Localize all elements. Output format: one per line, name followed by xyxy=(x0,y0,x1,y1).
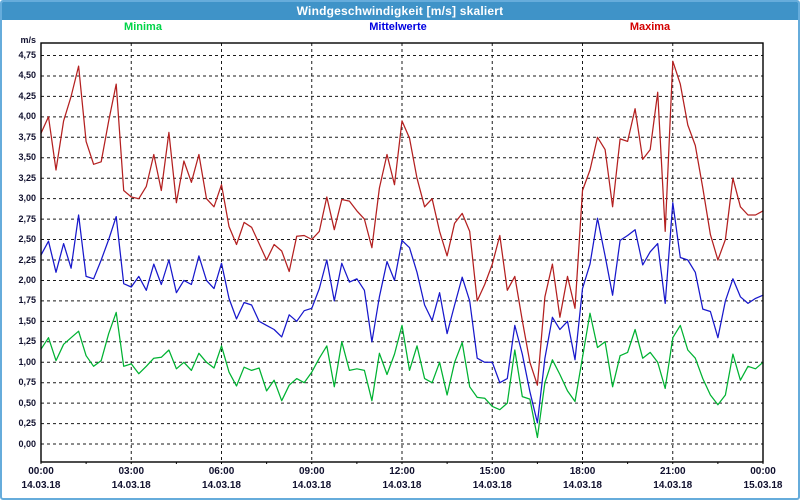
series-line-minima xyxy=(40,311,764,439)
y-axis-tick-label: 2,00 xyxy=(18,274,36,285)
y-axis-tick-label: 4,00 xyxy=(18,111,36,122)
x-axis-time-label: 18:00 xyxy=(569,466,596,477)
y-axis-tick-label: 0,50 xyxy=(18,397,36,408)
legend-maxima-label: Maxima xyxy=(629,21,671,33)
y-axis-tick-label: 3,75 xyxy=(18,131,36,142)
x-axis-date-label: 14.03.18 xyxy=(292,480,332,491)
y-axis-tick-label: 2,75 xyxy=(18,213,36,224)
y-axis-tick-label: 4,50 xyxy=(18,70,36,81)
x-axis-date-label: 14.03.18 xyxy=(472,480,512,491)
y-axis-tick-label: 1,00 xyxy=(18,356,36,367)
y-axis-tick-label: 4,25 xyxy=(18,90,36,101)
x-axis-time-label: 21:00 xyxy=(659,466,686,477)
titlebar: Windgeschwindigkeit [m/s] skaliert xyxy=(2,2,798,20)
y-axis-tick-label: 1,75 xyxy=(18,295,36,306)
x-axis-time-label: 06:00 xyxy=(208,466,235,477)
y-axis-tick-label: 3,25 xyxy=(18,172,36,183)
x-axis-date-label: 14.03.18 xyxy=(563,480,602,491)
x-axis-date-label: 14.03.18 xyxy=(382,480,422,491)
series-line-mittelwerte xyxy=(40,202,764,424)
window-title: Windgeschwindigkeit [m/s] skaliert xyxy=(296,4,504,18)
legend-mittelwerte-label: Mittelwerte xyxy=(369,21,427,33)
y-axis-tick-label: 1,25 xyxy=(18,336,36,347)
x-axis-date-label: 14.03.18 xyxy=(653,480,693,491)
x-axis-time-label: 15:00 xyxy=(479,466,506,477)
y-axis-tick-label: 3,50 xyxy=(18,152,36,163)
x-axis-time-label: 00:00 xyxy=(28,466,54,477)
x-axis-date-label: 15.03.18 xyxy=(743,480,783,491)
x-axis-time-label: 12:00 xyxy=(389,466,415,477)
y-axis-tick-label: 0,00 xyxy=(18,438,36,449)
x-axis-date-label: 14.03.18 xyxy=(202,480,241,491)
y-axis-tick-label: 2,50 xyxy=(18,234,36,245)
x-axis-time-label: 03:00 xyxy=(118,466,145,477)
x-axis-date-label: 14.03.18 xyxy=(21,480,61,491)
y-axis-tick-label: 0,25 xyxy=(18,418,36,429)
y-axis-tick-label: 0,75 xyxy=(18,377,36,388)
series-line-maxima xyxy=(40,60,764,386)
x-axis-time-label: 00:00 xyxy=(750,466,776,477)
chart-plot xyxy=(40,42,764,464)
legend-minima-label: Minima xyxy=(124,21,162,33)
y-axis-unit-label: m/s xyxy=(20,35,36,45)
x-axis-time-label: 09:00 xyxy=(298,466,325,477)
y-axis-tick-label: 1,50 xyxy=(18,315,36,326)
y-axis-tick-label: 2,25 xyxy=(18,254,36,265)
x-axis-date-label: 14.03.18 xyxy=(111,480,151,491)
y-axis-tick-label: 3,00 xyxy=(18,193,36,204)
y-axis-tick-label: 4,75 xyxy=(18,50,36,60)
